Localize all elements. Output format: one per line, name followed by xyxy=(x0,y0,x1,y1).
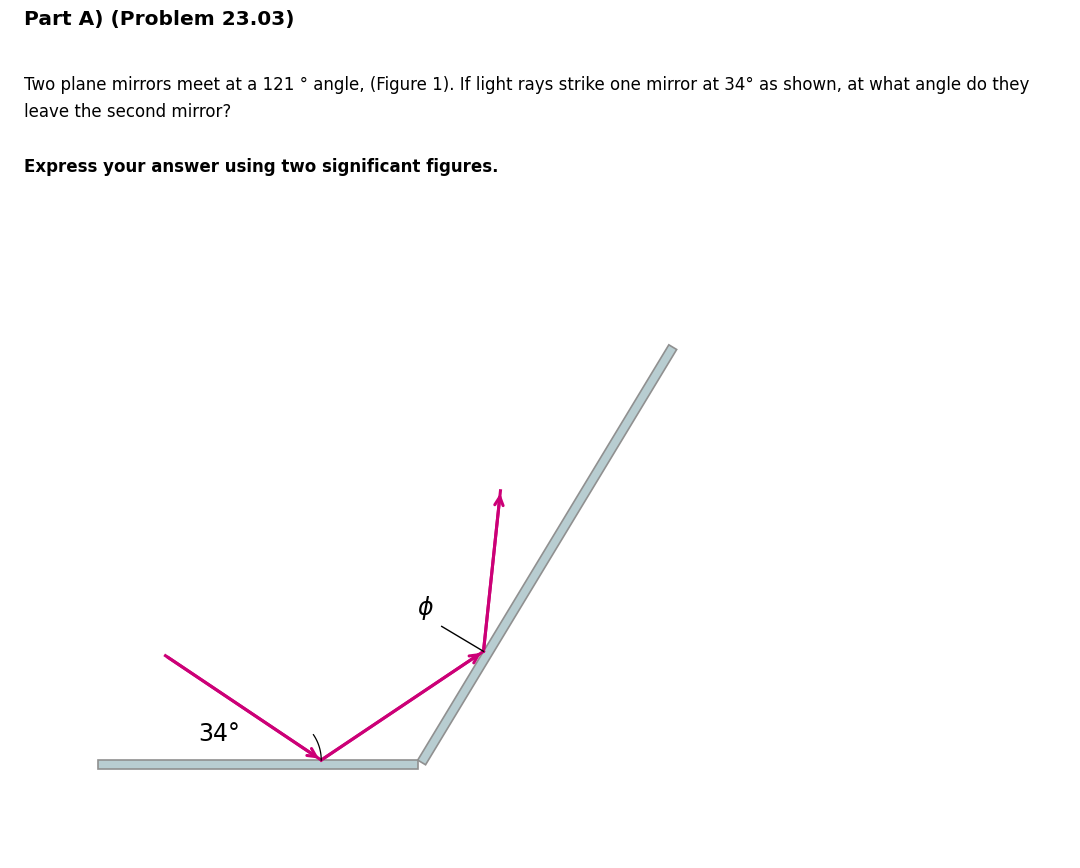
Text: Part A) (Problem 23.03): Part A) (Problem 23.03) xyxy=(24,10,294,29)
Text: Two plane mirrors meet at a 121 ° angle, (Figure 1). If light rays strike one mi: Two plane mirrors meet at a 121 ° angle,… xyxy=(24,76,1029,121)
Text: 34°: 34° xyxy=(199,722,241,746)
Text: Express your answer using two significant figures.: Express your answer using two significan… xyxy=(24,158,498,175)
Polygon shape xyxy=(98,760,418,769)
Polygon shape xyxy=(418,345,677,765)
Text: ϕ: ϕ xyxy=(418,595,433,620)
